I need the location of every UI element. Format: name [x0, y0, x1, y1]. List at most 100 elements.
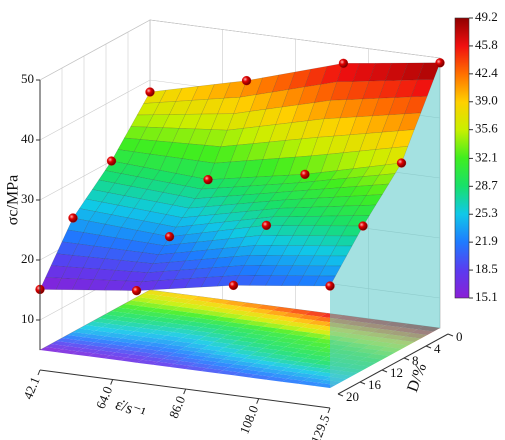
floor-projection [304, 332, 328, 339]
y-tick-label: 20 [346, 389, 359, 404]
floor-projection [196, 348, 218, 354]
y-axis [337, 333, 449, 395]
floor-projection [217, 370, 239, 376]
floor-projection [159, 292, 183, 298]
floor-projection [162, 301, 186, 307]
floor-projection [93, 350, 116, 356]
floor-projection [175, 315, 199, 322]
floor-projection [146, 299, 170, 305]
floor-projection [277, 359, 299, 365]
colorbar-tick-label: 25.3 [475, 205, 498, 220]
floor-projection [212, 362, 234, 368]
floor-projection [182, 312, 205, 318]
floor-projection [143, 311, 167, 318]
floor-projection [247, 342, 270, 349]
floor-projection [172, 328, 196, 335]
data-point [228, 280, 239, 290]
floor-projection [205, 332, 228, 339]
floor-projection [198, 336, 222, 342]
floor-projection [152, 361, 175, 367]
floor-projection [172, 306, 196, 313]
floor-projection [282, 312, 305, 319]
floor-projection [118, 325, 141, 332]
floor-projection [88, 353, 110, 359]
floor-projection [163, 355, 186, 361]
floor-projection [156, 326, 180, 332]
floor-projection [246, 320, 270, 327]
z-tick-label: 40 [21, 131, 34, 146]
floor-projection [272, 328, 296, 335]
floor-projection [233, 372, 255, 378]
floor-projection [309, 363, 331, 369]
z-axis-label: σc/MPa [5, 175, 22, 225]
z-tick-label: 20 [21, 251, 34, 266]
floor-projection [188, 308, 212, 315]
floor-projection [221, 334, 244, 341]
floor-projection [208, 341, 231, 348]
floor-projection [249, 363, 272, 369]
z-tick-label: 10 [21, 311, 34, 326]
floor-projection [185, 366, 207, 372]
x-tick-label: 86.0 [166, 394, 188, 421]
y-tick [425, 345, 432, 349]
floor-projection [224, 344, 247, 350]
floor-projection [250, 330, 273, 336]
floor-projection [301, 323, 325, 330]
floor-projection [56, 349, 78, 355]
floor-projection [153, 350, 175, 356]
x-tick [327, 407, 331, 414]
floor-projection [98, 314, 122, 321]
floor-projection [73, 328, 96, 335]
floor-projection [301, 345, 325, 352]
floor-projection [288, 309, 312, 315]
floor-projection [240, 346, 264, 352]
floor-projection [282, 367, 304, 373]
floor-projection [88, 342, 111, 348]
data-point [396, 158, 407, 168]
side-wall [330, 62, 440, 389]
data-point [203, 175, 213, 185]
floor-projection [308, 320, 331, 326]
floor-projection [266, 353, 289, 360]
floor-projection [295, 349, 318, 355]
y-tick [403, 357, 410, 361]
floor-projection [297, 380, 320, 386]
floor-projection [281, 378, 304, 384]
floor-projection [217, 325, 241, 332]
floor-projection [127, 309, 151, 316]
data-point [68, 213, 78, 223]
floor-projection [72, 351, 94, 357]
floor-projection [285, 343, 309, 349]
floor-projection [217, 304, 241, 310]
floor-projection [201, 323, 225, 330]
floor-projection [233, 306, 257, 312]
floor-projection [201, 345, 225, 351]
floor-projection [45, 344, 68, 350]
floor-projection [201, 301, 224, 308]
floor-projection [51, 341, 73, 347]
floor-projection [99, 336, 122, 342]
data-point [164, 232, 175, 242]
floor-projection [279, 325, 302, 331]
floor-projection [169, 341, 193, 347]
floor-projection [272, 350, 296, 356]
floor-projection [240, 302, 263, 309]
floor-projection [140, 302, 163, 309]
colorbar-tick-label: 28.7 [475, 177, 498, 192]
floor-projection [198, 314, 221, 321]
floor-projection [67, 343, 89, 349]
floor-projection [298, 358, 322, 364]
floor-projection [220, 313, 244, 319]
floor-projection [62, 335, 84, 341]
floor-projection [282, 356, 305, 362]
floor-projection [94, 339, 116, 345]
floor-projection [276, 337, 299, 344]
floor-projection [158, 347, 181, 353]
floor-projection [218, 347, 241, 354]
floor-projection [208, 320, 231, 326]
floor-projection [104, 344, 127, 350]
floor-projection [185, 343, 209, 349]
floor-projection [206, 365, 229, 371]
colorbar-tick-label: 32.1 [475, 149, 498, 164]
floor-projection [146, 320, 170, 327]
